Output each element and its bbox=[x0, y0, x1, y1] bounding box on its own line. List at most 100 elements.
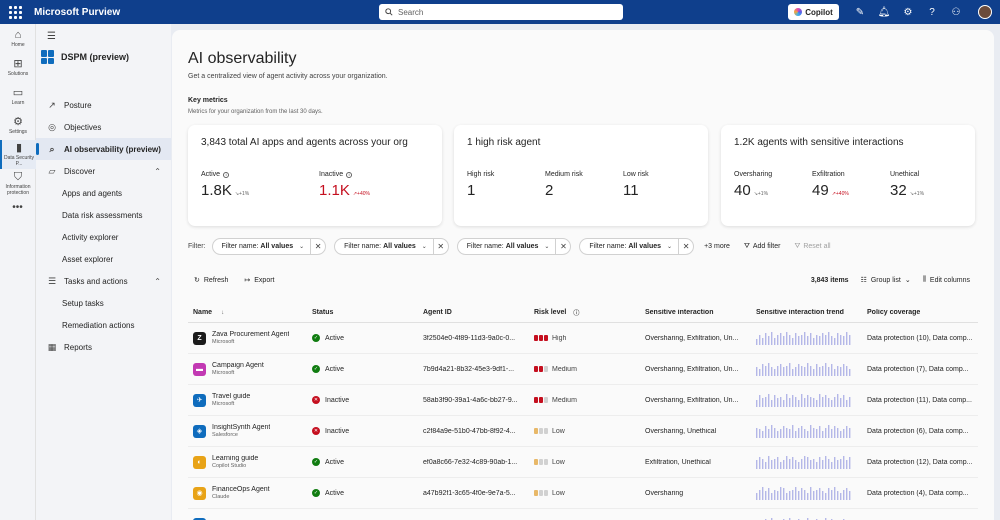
trend-bar bbox=[819, 367, 821, 376]
rail-item-1[interactable]: ⌂ Home bbox=[0, 24, 36, 53]
risk-text: Medium bbox=[552, 396, 577, 404]
nav-item-1[interactable]: ↗ Posture bbox=[36, 94, 171, 116]
people-icon[interactable]: ⚇ bbox=[951, 6, 961, 18]
avatar[interactable] bbox=[978, 5, 992, 19]
trend-sparkline bbox=[756, 456, 851, 469]
reports-icon: ▦ bbox=[47, 341, 57, 352]
nav-item-9[interactable]: ☰ Tasks and actions ⌃ bbox=[36, 270, 171, 292]
more-filters-link[interactable]: +3 more bbox=[704, 243, 730, 250]
trend-bar bbox=[825, 335, 827, 345]
reset-all-button[interactable]: ⛛ Reset all bbox=[794, 243, 830, 251]
cell-status: ✓ Active bbox=[307, 458, 418, 466]
nav-item-12[interactable]: ▦ Reports bbox=[36, 336, 171, 358]
agent-publisher: Copilot Studio bbox=[212, 463, 247, 469]
metric-value-row: 40 ↘+1% bbox=[734, 182, 772, 199]
nav-item-3[interactable]: ⌕ AI observability (preview) bbox=[36, 138, 171, 160]
column-header[interactable]: Status bbox=[307, 309, 418, 316]
app-launcher-icon[interactable] bbox=[8, 5, 22, 19]
chevron-up-icon[interactable]: ⌃ bbox=[154, 276, 161, 286]
dismiss-circle-icon: ✕ bbox=[312, 427, 320, 435]
agent-name[interactable]: Campaign Agent bbox=[212, 362, 264, 369]
close-icon[interactable]: ✕ bbox=[432, 239, 448, 254]
refresh-button[interactable]: ↻ Refresh bbox=[194, 276, 228, 285]
nav-item-4[interactable]: ▱ Discover ⌃ bbox=[36, 160, 171, 182]
more-icon[interactable]: ••• bbox=[12, 202, 23, 213]
column-header[interactable]: Name ↓ bbox=[188, 309, 307, 316]
cell-trend bbox=[751, 486, 862, 500]
trend-bar bbox=[846, 460, 848, 469]
table-row[interactable]: ◐ Learning guide Copilot Studio ✓ Active ef0a… bbox=[188, 447, 978, 478]
trend-bar bbox=[783, 488, 785, 500]
metric-value-row: 32 ↘+1% bbox=[890, 182, 924, 199]
nav-item-8[interactable]: Asset explorer bbox=[36, 248, 171, 270]
trend-bar bbox=[828, 398, 830, 407]
column-header[interactable]: Risk level ⓘ bbox=[529, 308, 640, 317]
feedback-icon[interactable]: ✎ bbox=[855, 6, 865, 18]
filter-pill[interactable]: Filter name: All values ⌄ ✕ bbox=[211, 238, 327, 255]
metric-card-2[interactable]: 1 high risk agent High risk 1 Medium risk 2 L… bbox=[454, 125, 708, 226]
filter-pill[interactable]: Filter name: All values ⌄ ✕ bbox=[334, 238, 449, 255]
search-input[interactable]: Search bbox=[379, 4, 623, 20]
agent-name[interactable]: InsightSynth Agent bbox=[212, 424, 271, 431]
info-icon[interactable]: i bbox=[223, 171, 230, 178]
table-row[interactable]: ▣Supply Chain Agent✓Active bbox=[188, 509, 978, 520]
chevron-down-icon[interactable]: ⌄ bbox=[544, 244, 550, 250]
nav-item-5[interactable]: Apps and agents bbox=[36, 182, 171, 204]
rail-item-6[interactable]: ⛉ Information protection bbox=[0, 169, 36, 198]
column-header[interactable]: Policy coverage bbox=[862, 309, 978, 316]
edit-columns-button[interactable]: ⫼ Edit columns bbox=[923, 276, 970, 284]
agent-name[interactable]: FinanceOps Agent bbox=[212, 486, 270, 493]
metric-card-1[interactable]: 3,843 total AI apps and agents across yo… bbox=[188, 125, 442, 226]
nav-item-11[interactable]: Remediation actions bbox=[36, 314, 171, 336]
filter-pill[interactable]: Filter name: All values ⌄ ✕ bbox=[456, 238, 572, 255]
close-icon[interactable]: ✕ bbox=[555, 239, 570, 254]
rail-item-3[interactable]: ▭ Learn bbox=[0, 82, 36, 111]
agent-name[interactable]: Learning guide bbox=[212, 455, 259, 462]
agent-logo-icon: ▣ bbox=[193, 517, 206, 520]
trend-bar bbox=[843, 364, 845, 376]
table-row[interactable]: ◉ FinanceOps Agent Claude ✓ Active a47b92f1-3… bbox=[188, 478, 978, 509]
nav-item-label: Activity explorer bbox=[62, 232, 119, 242]
filter-pill[interactable]: Filter name: All values ⌄ ✕ bbox=[579, 238, 695, 255]
rail-item-4[interactable]: ⚙ Settings bbox=[0, 111, 36, 140]
chevron-down-icon[interactable]: ⌄ bbox=[421, 244, 427, 250]
column-header[interactable]: Sensitive interaction bbox=[640, 309, 751, 316]
rail-item-2[interactable]: ⊞ Solutions bbox=[0, 53, 36, 82]
info-icon[interactable]: i bbox=[346, 171, 353, 178]
add-filter-button[interactable]: ⛛ Add filter bbox=[744, 243, 781, 251]
nav-item-7[interactable]: Activity explorer bbox=[36, 226, 171, 248]
group-list-button[interactable]: ☷ Group list ⌄ bbox=[861, 276, 911, 285]
trend-bar bbox=[768, 456, 770, 469]
chevron-down-icon[interactable]: ⌄ bbox=[299, 244, 305, 250]
column-header[interactable]: Sensitive interaction trend bbox=[751, 309, 862, 316]
brand-title[interactable]: Microsoft Purview bbox=[34, 6, 121, 18]
chevron-up-icon[interactable]: ⌃ bbox=[154, 166, 161, 176]
info-icon[interactable]: ⓘ bbox=[573, 311, 580, 317]
gear-icon[interactable]: ⚙ bbox=[903, 6, 913, 18]
agent-name[interactable]: Zava Procurement Agent bbox=[212, 331, 290, 338]
nav-item-10[interactable]: Setup tasks bbox=[36, 292, 171, 314]
nav-item-6[interactable]: Data risk assessments bbox=[36, 204, 171, 226]
copilot-button[interactable]: Copilot bbox=[788, 4, 839, 20]
table-row[interactable]: ✈ Travel guide Microsoft ✕ Inactive 58ab3f90-… bbox=[188, 385, 978, 416]
close-icon[interactable]: ✕ bbox=[678, 239, 693, 254]
nav-item-2[interactable]: ◎ Objectives bbox=[36, 116, 171, 138]
chevron-down-icon[interactable]: ⌄ bbox=[667, 244, 673, 250]
table-row[interactable]: ▬ Campaign Agent Microsoft ✓ Active 7b9d4a21-… bbox=[188, 354, 978, 385]
agent-name[interactable]: Travel guide bbox=[212, 393, 251, 400]
table-row[interactable]: ◈ InsightSynth Agent Salesforce ✕ Inactive c2… bbox=[188, 416, 978, 447]
table-row[interactable]: Z Zava Procurement Agent Microsoft ✓ Active 3… bbox=[188, 323, 978, 354]
cell-risk: Medium bbox=[529, 397, 640, 404]
help-icon[interactable]: ? bbox=[929, 6, 935, 18]
close-icon[interactable]: ✕ bbox=[310, 239, 325, 254]
agent-publisher: Claude bbox=[212, 494, 230, 500]
hamburger-icon[interactable]: ☰ bbox=[47, 31, 56, 42]
bell-icon[interactable]: 🔔︎ bbox=[877, 6, 891, 18]
metric-card-3[interactable]: 1.2K agents with sensitive interactions O… bbox=[721, 125, 975, 226]
column-header[interactable]: Agent ID bbox=[418, 309, 529, 316]
trend-bar bbox=[810, 487, 812, 500]
trend-bar bbox=[825, 363, 827, 376]
rail-item-5[interactable]: ▮ Data Security P... bbox=[0, 140, 36, 169]
agent-name-block: Learning guide Copilot Studio bbox=[212, 455, 258, 469]
export-button[interactable]: ↦ Export bbox=[244, 276, 274, 285]
